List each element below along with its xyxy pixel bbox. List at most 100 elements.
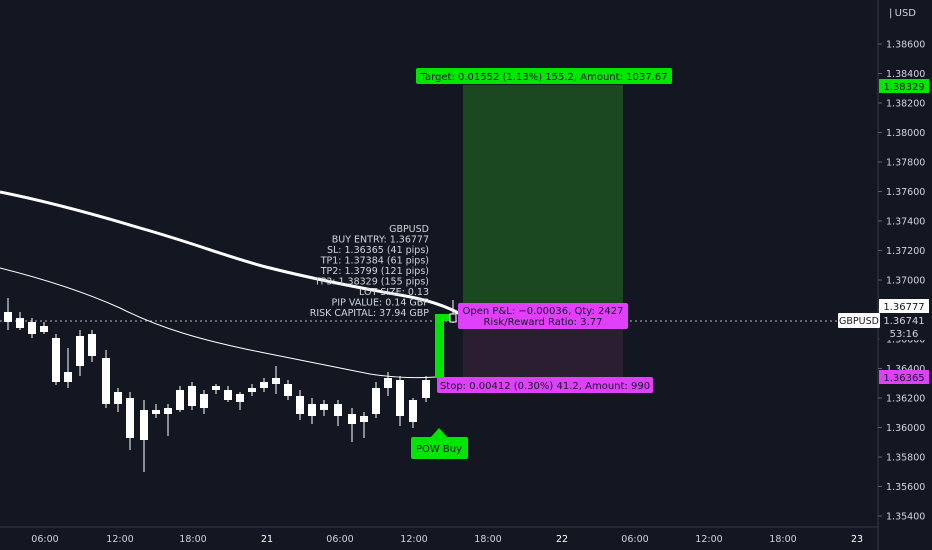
candle-body <box>176 390 184 410</box>
time-tick-label: 06:00 <box>326 534 353 545</box>
time-tick-label: 18:00 <box>179 534 206 545</box>
slow-moving-average <box>0 190 463 317</box>
entry-bar <box>435 318 444 378</box>
candle-body <box>64 372 72 382</box>
candle-body <box>384 378 392 388</box>
candle-body <box>320 404 328 410</box>
time-tick-label: 06:00 <box>621 534 648 545</box>
time-tick-label: 12:00 <box>400 534 427 545</box>
price-tick-label: 1.37000 <box>886 276 925 287</box>
candle-body <box>164 408 172 414</box>
symbol-badge-text: GBPUSD <box>839 316 879 327</box>
target-label-text: Target: 0.01552 (1.13%) 155.2, Amount: 1… <box>420 72 668 83</box>
price-tick-label: 1.35400 <box>886 512 925 523</box>
info-lot: LOT SIZE: 0.13 <box>359 287 429 298</box>
candle-body <box>76 336 84 366</box>
candle-body <box>334 404 342 416</box>
time-tick-label: 12:00 <box>695 534 722 545</box>
fast-moving-average <box>0 267 437 379</box>
price-tick-label: 1.35800 <box>886 453 925 464</box>
info-tp2: TP2: 1.3799 (121 pips) <box>320 266 429 277</box>
candle-body <box>348 414 356 424</box>
candle-body <box>248 388 256 392</box>
entry-price-badge <box>879 299 929 313</box>
candle-body <box>212 386 220 390</box>
candlesticks <box>4 298 430 472</box>
candle-body <box>360 416 368 422</box>
time-tick-label: 06:00 <box>31 534 58 545</box>
price-tick-label: 1.37400 <box>886 217 925 228</box>
pnl-label[interactable]: Open P&L: −0.00036, Qty: 2427 Risk/Rewar… <box>458 303 628 329</box>
price-tick-label: 1.38200 <box>886 99 925 110</box>
candle-body <box>200 394 208 408</box>
symbol-badge[interactable]: GBPUSD <box>838 313 880 328</box>
price-tick-label: 1.35600 <box>886 482 925 493</box>
time-tick-label: 21 <box>261 534 273 545</box>
stop-label[interactable]: Stop: 0.00412 (0.30%) 41.2, Amount: 990 <box>437 377 653 393</box>
price-tick-label: 1.37600 <box>886 187 925 198</box>
currency-label: USD <box>895 8 917 19</box>
candle-body <box>236 394 244 402</box>
price-tick-label: 1.37800 <box>886 158 925 169</box>
candle-body <box>296 396 304 414</box>
candle-body <box>409 400 417 422</box>
time-tick-label: 22 <box>556 534 568 545</box>
candle-body <box>126 398 134 438</box>
entry-price-text: 1.36777 <box>883 302 924 313</box>
candle-body <box>188 386 196 406</box>
candle-body <box>372 388 380 414</box>
price-tick-label: 1.36400 <box>886 364 925 375</box>
time-tick-label: 12:00 <box>106 534 133 545</box>
price-tick-label: 1.38600 <box>886 40 925 51</box>
candle-body <box>4 312 12 322</box>
current-price-badge <box>879 313 929 340</box>
info-tp3: TP3: 1.38329 (155 pips) <box>314 277 429 288</box>
target-price-text: 1.38329 <box>883 82 924 93</box>
candle-body <box>40 326 48 332</box>
buy-signal-text: POW Buy <box>416 444 462 455</box>
trade-info-block: GBPUSD BUY ENTRY: 1.36777 SL: 1.36365 (4… <box>310 224 430 319</box>
entry-bar-top <box>435 314 455 321</box>
stop-label-text: Stop: 0.00412 (0.30%) 41.2, Amount: 990 <box>440 381 650 392</box>
target-zone[interactable] <box>463 85 623 319</box>
time-axis[interactable]: 06:00 12:00 18:00 21 06:00 12:00 18:00 22 06:00 1… <box>0 526 878 545</box>
rr-label-text: Risk/Reward Ratio: 3.77 <box>483 317 602 328</box>
price-tick-label: 1.36000 <box>886 423 925 434</box>
candle-body <box>396 380 404 416</box>
price-axis[interactable]: 1.38600 1.38400 1.38200 1.38000 1.37800 1.376… <box>877 0 932 550</box>
candle-body <box>224 390 232 400</box>
info-risk: RISK CAPITAL: 37.94 GBP <box>310 308 430 319</box>
candle-body <box>114 392 122 404</box>
info-sl: SL: 1.36365 (41 pips) <box>327 245 429 256</box>
target-price-badge <box>879 79 929 93</box>
stop-price-text: 1.36365 <box>883 373 924 384</box>
target-label[interactable]: Target: 0.01552 (1.13%) 155.2, Amount: 1… <box>416 68 672 84</box>
candle-body <box>152 410 160 414</box>
current-candle <box>449 313 457 323</box>
price-tick-label: 1.37200 <box>886 246 925 257</box>
candle-body <box>16 318 24 328</box>
time-tick-label: 23 <box>851 534 863 545</box>
info-tp1: TP1: 1.37384 (61 pips) <box>320 256 429 267</box>
countdown-text: 53:16 <box>890 329 919 340</box>
buy-signal[interactable]: POW Buy <box>411 428 468 459</box>
candle-body <box>102 358 110 404</box>
price-tick-label: 1.36200 <box>886 394 925 405</box>
candle-body <box>284 384 292 396</box>
buy-arrow-icon <box>431 428 447 437</box>
price-tick-label: 1.38000 <box>886 128 925 139</box>
stop-price-badge <box>879 370 929 384</box>
time-axis-ticks: 06:00 12:00 18:00 21 06:00 12:00 18:00 22 06:00 1… <box>31 534 863 545</box>
time-tick-label: 18:00 <box>769 534 796 545</box>
candle-body <box>88 334 96 356</box>
current-price-text: 1.36741 <box>883 316 924 327</box>
price-tick-label: 1.38400 <box>886 69 925 80</box>
info-entry: BUY ENTRY: 1.36777 <box>332 235 429 246</box>
pnl-label-text: Open P&L: −0.00036, Qty: 2427 <box>463 306 624 317</box>
time-tick-label: 18:00 <box>474 534 501 545</box>
info-pip: PIP VALUE: 0.14 GBP <box>332 298 430 309</box>
candle-body <box>140 410 148 440</box>
candle-body <box>272 378 280 384</box>
info-symbol: GBPUSD <box>389 224 429 235</box>
